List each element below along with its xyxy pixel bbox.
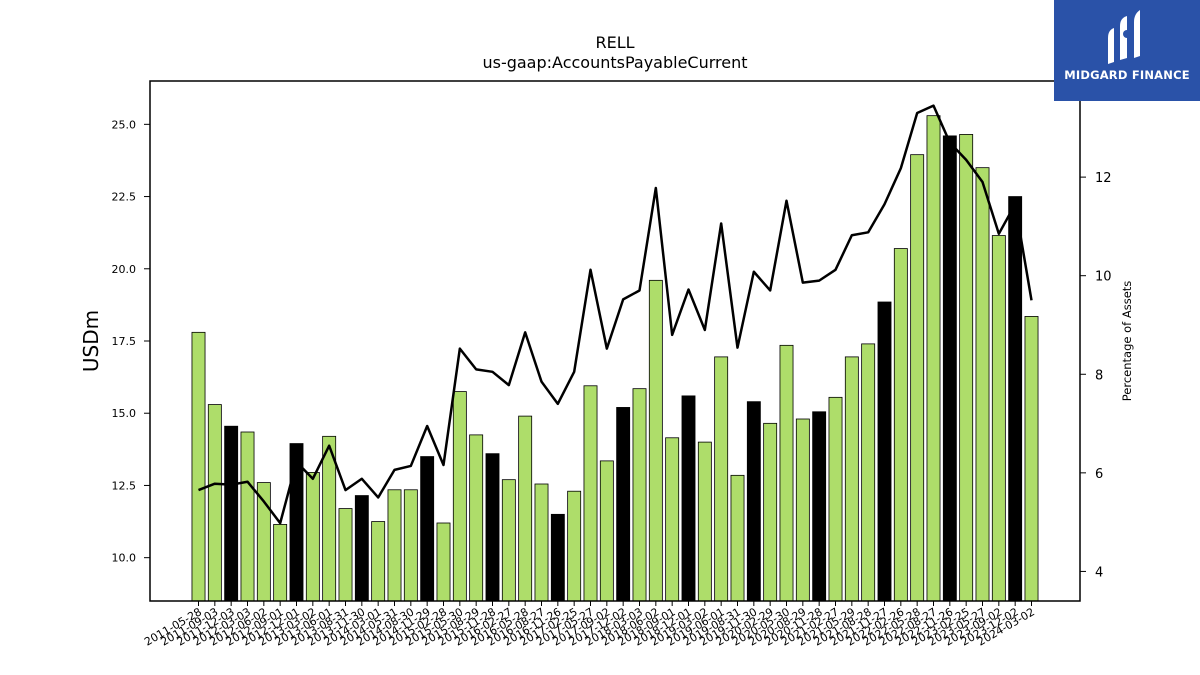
y-axis-ticks: 10.0 12.5 15.0 17.5 20.0 22.5 25.0 — [112, 118, 150, 565]
bar-2013-08-31 — [338, 508, 353, 602]
bar-2019-08-31 — [730, 474, 745, 602]
y2-tick-label: 6 — [1095, 467, 1103, 482]
bar-2020-08-29 — [795, 418, 810, 602]
bar-2018-03-03 — [632, 388, 647, 602]
percentage-line — [198, 104, 1033, 525]
y-tick-label: 17.5 — [112, 335, 137, 348]
chart-title: RELL — [595, 33, 634, 52]
bar-2014-11-29 — [420, 456, 435, 602]
y-tick-label: 12.5 — [112, 479, 137, 492]
bar-2023-09-02 — [991, 235, 1006, 602]
bar-2023-12-02 — [1008, 196, 1023, 602]
bar-2016-08-27 — [534, 483, 549, 602]
bar-2018-06-02 — [648, 279, 663, 602]
bar-2011-05-28 — [191, 331, 206, 602]
bar-2015-11-28 — [485, 453, 500, 602]
bar-2015-08-29 — [469, 434, 484, 602]
bar-2017-09-02 — [599, 460, 614, 602]
chart-subtitle: us-gaap:AccountsPayableCurrent — [482, 53, 747, 72]
bar-2013-03-02 — [305, 472, 320, 602]
bar-2019-11-30 — [746, 401, 761, 602]
bar-2019-06-01 — [714, 356, 729, 602]
y-tick-label: 15.0 — [112, 407, 137, 420]
bar-2016-05-28 — [518, 415, 533, 602]
x-axis-ticks: 2011-05-282011-09-032011-12-032012-03-03… — [142, 601, 1037, 649]
y2-tick-label: 10 — [1095, 270, 1112, 285]
bar-2023-02-25 — [959, 134, 974, 602]
plot-frame — [149, 80, 1081, 602]
bar-2020-11-28 — [812, 411, 827, 602]
y-tick-label: 22.5 — [112, 191, 137, 204]
logo-text: MIDGARD FINANCE — [1064, 68, 1190, 82]
y2-tick-label: 8 — [1095, 368, 1103, 383]
bar-2019-03-02 — [697, 441, 712, 602]
bar-2021-05-29 — [844, 356, 859, 602]
bar-2017-12-02 — [616, 407, 631, 602]
bar-2015-05-30 — [452, 391, 467, 602]
bar-2024-03-02 — [1024, 316, 1039, 602]
bar-2021-11-27 — [877, 301, 892, 602]
bar-2014-08-30 — [403, 489, 418, 602]
bar-2012-03-03 — [240, 431, 255, 602]
bar-2022-11-26 — [942, 135, 957, 602]
bar-2020-05-30 — [779, 344, 794, 602]
bar-2018-12-01 — [681, 395, 696, 602]
bar-2013-11-30 — [354, 495, 369, 602]
y-tick-label: 10.0 — [112, 552, 137, 565]
bar-2021-02-27 — [828, 396, 843, 602]
bar-2017-05-27 — [583, 385, 598, 602]
bar-2023-05-27 — [975, 167, 990, 602]
y-tick-label: 25.0 — [112, 118, 137, 131]
bar-2016-02-27 — [501, 479, 516, 602]
bar-2015-02-28 — [436, 522, 451, 602]
y2-axis-label: Percentage of Assets — [1120, 281, 1134, 402]
bar-2016-11-26 — [550, 513, 565, 602]
brand-logo: MIDGARD FINANCE — [1054, 0, 1200, 101]
bar-2020-02-29 — [763, 422, 778, 602]
y2-axis-ticks: 4 6 8 10 12 — [1080, 171, 1112, 580]
bar-2022-08-27 — [926, 115, 941, 602]
y2-tick-label: 4 — [1095, 565, 1103, 580]
y-tick-label: 20.0 — [112, 263, 137, 276]
bar-2014-03-01 — [371, 521, 386, 602]
y2-tick-label: 12 — [1095, 171, 1112, 186]
bar-2012-09-01 — [273, 524, 288, 602]
bar-2011-09-03 — [207, 404, 222, 602]
bar-2022-02-26 — [893, 248, 908, 602]
bar-2011-12-03 — [224, 425, 239, 602]
bar-2018-09-01 — [665, 437, 680, 602]
bar-2014-05-31 — [387, 489, 402, 602]
bar-2021-08-28 — [861, 343, 876, 602]
bar-2022-05-28 — [910, 154, 925, 602]
bar-2017-02-25 — [567, 490, 582, 602]
line-series — [198, 104, 1033, 525]
midgard-logo-icon — [1108, 10, 1140, 64]
y-axis-label: USDm — [79, 310, 103, 372]
bar-series — [191, 115, 1039, 602]
